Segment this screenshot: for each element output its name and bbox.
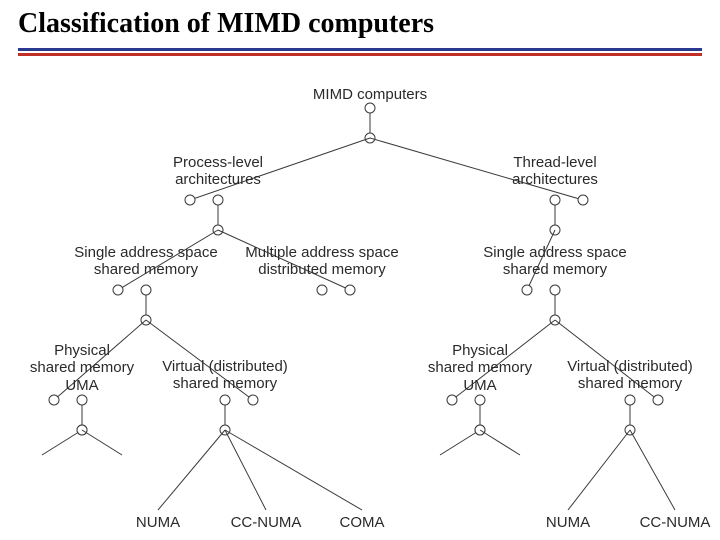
tree-node-label: MIMD computers	[313, 86, 427, 103]
tree-node-label: Single address space shared memory	[74, 244, 217, 279]
tree-node-label: Multiple address space distributed memor…	[245, 244, 398, 279]
tree-node-label: NUMA	[136, 514, 180, 531]
tree-node-label: Virtual (distributed) shared memory	[567, 358, 693, 393]
tree-node-label: Physical shared memory UMA	[30, 342, 134, 394]
tree-node-label: CC-NUMA	[640, 514, 711, 531]
tree-node-label: Process-level architectures	[173, 154, 263, 189]
tree-node-label: Thread-level architectures	[512, 154, 598, 189]
tree-node-label: COMA	[340, 514, 385, 531]
tree-node-label: NUMA	[546, 514, 590, 531]
tree-node-label: Single address space shared memory	[483, 244, 626, 279]
tree-node-label: CC-NUMA	[231, 514, 302, 531]
tree-node-label: Physical shared memory UMA	[428, 342, 532, 394]
tree-node-label: Virtual (distributed) shared memory	[162, 358, 288, 393]
slide: Classification of MIMD computers MIMD co…	[0, 0, 720, 540]
